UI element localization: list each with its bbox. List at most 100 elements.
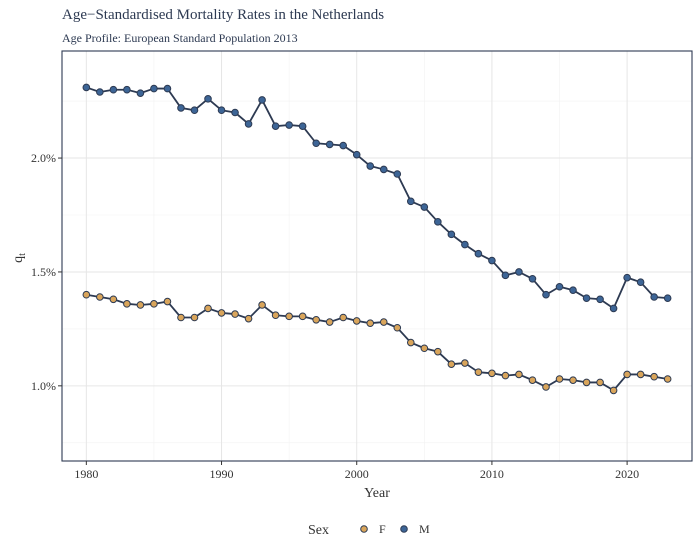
y-axis-title-sub: t: [17, 253, 28, 256]
series-layer: [82, 83, 672, 395]
legend-label-F: F: [379, 522, 386, 536]
data-point-M: [406, 197, 415, 206]
data-point-F: [555, 375, 564, 383]
data-point-F: [379, 318, 388, 326]
series-line-F: [86, 293, 668, 392]
data-point-M: [609, 304, 618, 313]
data-point-F: [542, 383, 550, 391]
data-point-M: [596, 295, 604, 304]
data-point-F: [298, 312, 307, 321]
data-point-M: [420, 203, 429, 211]
data-point-F: [623, 370, 631, 379]
data-point-M: [379, 165, 388, 174]
data-point-M: [663, 294, 672, 302]
data-point-M: [501, 271, 510, 280]
data-point-M: [190, 106, 199, 115]
data-point-M: [325, 140, 334, 149]
data-point-M: [123, 85, 131, 94]
data-point-M: [271, 122, 280, 130]
x-tick-label: 2020: [615, 467, 639, 481]
data-point-F: [636, 370, 645, 379]
data-point-F: [596, 378, 604, 387]
data-point-M: [542, 290, 550, 299]
x-tick-label: 2010: [480, 467, 504, 481]
data-point-F: [312, 315, 320, 324]
data-point-M: [366, 162, 375, 170]
data-point-F: [609, 386, 618, 395]
data-point-F: [217, 309, 226, 317]
data-point-M: [177, 104, 185, 112]
data-point-M: [636, 278, 645, 286]
data-point-F: [190, 313, 199, 322]
chart-title: Age−Standardised Mortality Rates in the …: [62, 7, 384, 23]
data-point-M: [515, 268, 523, 276]
y-tick-label: 2.0%: [31, 151, 56, 165]
data-point-F: [204, 304, 212, 313]
legend: Sex F M: [308, 522, 430, 538]
data-point-F: [150, 300, 158, 308]
data-point-F: [582, 378, 591, 387]
data-point-M: [461, 240, 469, 249]
y-tick-label: 1.5%: [31, 265, 56, 279]
data-point-F: [406, 338, 415, 347]
data-point-M: [96, 88, 104, 96]
data-point-F: [434, 347, 442, 356]
data-point-F: [515, 370, 523, 379]
legend-label-M: M: [419, 522, 430, 536]
data-point-M: [258, 96, 266, 104]
data-point-M: [352, 150, 361, 159]
chart-subtitle: Age Profile: European Standard Populatio…: [62, 31, 298, 45]
data-point-F: [136, 301, 145, 309]
data-point-F: [109, 295, 118, 304]
data-point-F: [352, 317, 361, 325]
x-tick-label: 1980: [74, 467, 98, 481]
data-point-M: [650, 293, 658, 301]
data-point-M: [488, 256, 496, 265]
grid: [62, 51, 692, 461]
data-point-M: [150, 84, 158, 93]
data-point-F: [325, 318, 334, 326]
data-point-M: [109, 85, 118, 94]
data-point-M: [447, 230, 456, 239]
x-tick-label: 2000: [345, 467, 369, 481]
y-axis-title-base: q: [11, 256, 26, 263]
data-point-M: [285, 121, 293, 129]
data-point-F: [501, 371, 510, 380]
data-point-M: [528, 274, 537, 283]
data-point-F: [339, 313, 348, 322]
data-point-F: [447, 360, 456, 368]
legend-key-F: [360, 525, 368, 533]
data-point-F: [244, 314, 253, 323]
data-point-M: [312, 139, 320, 148]
legend-key-M: [400, 525, 408, 533]
data-point-F: [393, 323, 402, 332]
data-point-F: [82, 290, 91, 299]
data-point-M: [231, 108, 239, 117]
data-point-F: [96, 293, 104, 301]
data-point-F: [528, 376, 537, 384]
data-point-M: [204, 95, 212, 103]
y-axis-title: qt: [11, 253, 28, 263]
data-point-M: [217, 106, 226, 115]
y-axis: 1.0% 1.5% 2.0%: [31, 151, 62, 393]
data-point-M: [623, 273, 631, 282]
data-point-F: [123, 300, 131, 308]
x-tick-label: 1990: [210, 467, 234, 481]
legend-title: Sex: [308, 523, 329, 538]
data-point-M: [434, 218, 442, 226]
data-point-M: [82, 83, 91, 92]
data-point-F: [163, 297, 172, 306]
plot-panel-border: [61, 50, 693, 462]
data-point-M: [244, 120, 253, 128]
data-point-M: [163, 84, 172, 93]
data-point-F: [285, 312, 293, 321]
data-point-F: [650, 372, 658, 381]
series-line-M: [86, 86, 668, 310]
data-point-M: [555, 282, 564, 291]
data-point-F: [488, 369, 496, 378]
data-point-F: [177, 313, 185, 322]
data-point-M: [393, 170, 402, 178]
x-axis: 1980 1990 2000 2010 2020: [74, 461, 639, 481]
data-point-F: [663, 375, 672, 383]
data-point-F: [366, 319, 375, 327]
